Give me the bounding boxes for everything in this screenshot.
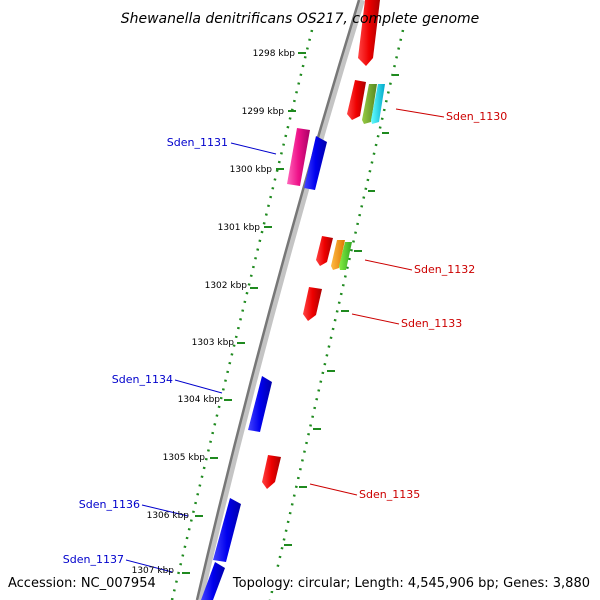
- genome-backbone-edge: [195, 0, 361, 600]
- reverse-genes: [201, 128, 327, 600]
- gene-arrow-top[interactable]: [358, 0, 380, 66]
- gene-arrow-sden-1131a[interactable]: [287, 128, 310, 186]
- kbp-label: 1306 kbp: [147, 511, 190, 521]
- accession-bg: [4, 573, 146, 591]
- gene-arrow-sden-1132c[interactable]: [339, 242, 352, 270]
- leader-sden-1132: [364, 259, 413, 271]
- gene-label-sden-1137[interactable]: Sden_1137: [63, 553, 124, 566]
- kbp-label: 1305 kbp: [163, 453, 206, 463]
- kbp-label: 1304 kbp: [178, 395, 221, 405]
- gene-arrow-sden-1130b[interactable]: [362, 84, 377, 124]
- kbp-label: 1307 kbp: [132, 566, 175, 576]
- gene-label-sden-1131[interactable]: Sden_1131: [167, 136, 228, 149]
- map-title: Shewanella denitrificans OS217, complete…: [121, 11, 480, 27]
- leader-sden-1133: [351, 313, 400, 325]
- gene-arrow-sden-1132b[interactable]: [331, 240, 345, 270]
- gene-arrow-sden-1135[interactable]: [262, 455, 281, 489]
- gene-label-sden-1134[interactable]: Sden_1134: [112, 373, 173, 386]
- gene-arrow-sden-1130c[interactable]: [371, 84, 385, 124]
- kbp-label: 1302 kbp: [205, 281, 248, 291]
- leader-sden-1130: [395, 108, 445, 118]
- leader-sden-1136: [141, 504, 189, 517]
- gene-arrow-sden-1132a[interactable]: [316, 236, 333, 266]
- forward-track-ticks: [284, 74, 399, 546]
- gene-labels: Sden_1130 Sden_1131 Sden_1132 Sden_1133 …: [63, 110, 507, 566]
- gene-label-sden-1132[interactable]: Sden_1132: [414, 263, 475, 276]
- gene-arrow-sden-1133[interactable]: [303, 287, 322, 321]
- gene-label-sden-1135[interactable]: Sden_1135: [359, 488, 420, 501]
- kbp-label: 1298 kbp: [253, 49, 296, 59]
- kbp-label: 1299 kbp: [242, 107, 285, 117]
- leader-sden-1131: [230, 142, 277, 155]
- reverse-track-ticks: [182, 52, 306, 574]
- leader-sden-1135: [309, 483, 358, 496]
- kbp-scale-labels: 1298 kbp 1299 kbp 1300 kbp 1301 kbp 1302…: [132, 49, 296, 576]
- forward-genes: [262, 0, 385, 489]
- gene-label-sden-1136[interactable]: Sden_1136: [79, 498, 140, 511]
- label-leaders: [125, 108, 445, 573]
- gene-arrow-sden-1131b[interactable]: [304, 136, 327, 190]
- gene-arrow-sden-1137[interactable]: [201, 562, 225, 600]
- accession-text: Accession: NC_007954: [8, 576, 156, 591]
- gene-label-sden-1130[interactable]: Sden_1130: [446, 110, 507, 123]
- reverse-scale-track: [170, 29, 314, 600]
- gene-arrow-sden-1130a[interactable]: [347, 80, 366, 120]
- kbp-label: 1303 kbp: [192, 338, 235, 348]
- gene-label-sden-1133[interactable]: Sden_1133: [401, 317, 462, 330]
- gene-arrow-sden-1134[interactable]: [248, 376, 272, 432]
- kbp-label: 1301 kbp: [218, 223, 261, 233]
- forward-scale-track: [268, 29, 405, 600]
- topology-text: Topology: circular; Length: 4,545,906 bp…: [232, 576, 590, 591]
- topology-bg: [256, 573, 594, 591]
- leader-sden-1137: [125, 559, 173, 573]
- leader-sden-1134: [174, 379, 223, 394]
- kbp-label: 1300 kbp: [230, 165, 273, 175]
- genome-backbone: [197, 0, 365, 600]
- gene-arrow-sden-1136[interactable]: [213, 498, 241, 562]
